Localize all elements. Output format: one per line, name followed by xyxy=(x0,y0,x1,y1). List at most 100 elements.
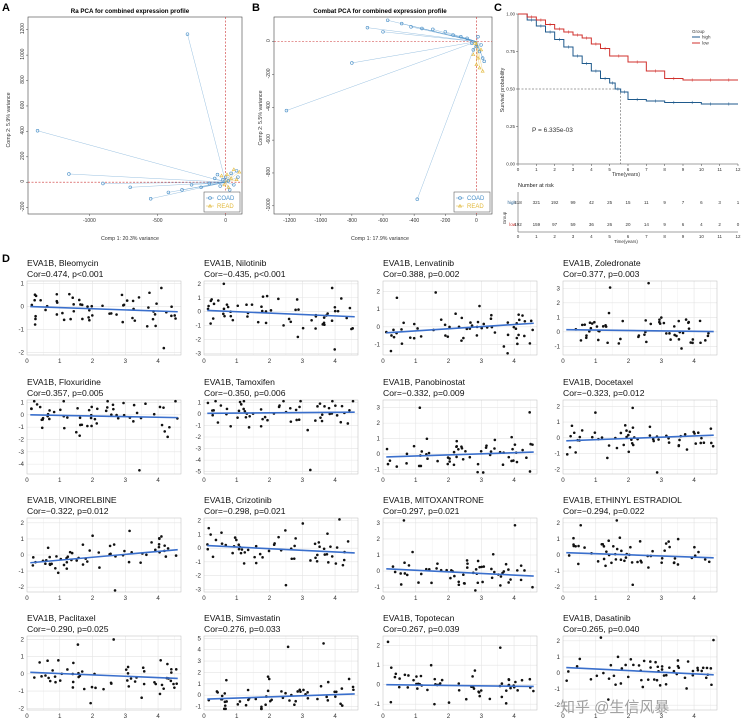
data-point xyxy=(89,701,92,705)
data-point xyxy=(68,550,72,554)
coad-point xyxy=(232,183,236,187)
data-point xyxy=(315,559,319,563)
coad-point xyxy=(399,21,404,26)
y-tick-label: 0 xyxy=(557,329,561,336)
data-point xyxy=(346,540,350,543)
data-point xyxy=(500,682,504,685)
risk-count: 15 xyxy=(625,200,631,205)
data-point xyxy=(54,567,57,570)
data-point xyxy=(319,416,322,419)
data-point xyxy=(419,674,423,678)
pca-raw-xlabel: Comp 1: 20.3% variance xyxy=(101,236,159,242)
data-point xyxy=(340,687,344,690)
data-point xyxy=(684,318,688,321)
data-point xyxy=(579,523,583,527)
data-point xyxy=(589,677,593,681)
x-tick-label: 0 xyxy=(561,477,565,484)
data-point xyxy=(593,320,596,324)
data-point xyxy=(77,675,80,679)
x-tick-label: 3 xyxy=(124,477,128,484)
x-tick-label: 2 xyxy=(447,713,451,720)
data-point xyxy=(248,414,251,418)
drug-plot-title: EVA1B, Bleomycin xyxy=(27,258,99,268)
risk-x-tick: 3 xyxy=(572,234,575,239)
data-point xyxy=(420,450,424,453)
y-tick-label: -4 xyxy=(195,457,201,464)
data-point xyxy=(72,661,75,665)
data-point xyxy=(243,551,247,554)
data-point xyxy=(88,549,91,552)
coad-point xyxy=(229,171,233,176)
data-point xyxy=(340,704,344,707)
spider-line xyxy=(286,41,477,111)
data-point xyxy=(120,293,124,297)
y-tick-label: 1200 xyxy=(20,23,26,34)
data-point xyxy=(160,423,164,427)
risk-x-tick: 6 xyxy=(627,234,630,239)
data-point xyxy=(297,308,300,311)
plot-frame xyxy=(203,517,359,593)
data-point xyxy=(676,563,680,566)
data-point xyxy=(392,328,395,332)
data-point xyxy=(294,408,298,412)
data-point xyxy=(643,333,646,336)
survival-xlabel: Time(years) xyxy=(612,172,640,178)
data-point xyxy=(416,687,419,690)
data-point xyxy=(590,322,594,325)
data-point xyxy=(90,424,93,428)
data-point xyxy=(649,666,652,669)
data-point xyxy=(47,676,50,680)
data-point xyxy=(460,446,464,450)
data-point xyxy=(80,670,84,673)
data-point xyxy=(316,553,319,557)
data-point xyxy=(685,448,689,451)
data-point xyxy=(584,336,588,340)
data-point xyxy=(288,699,291,702)
data-point xyxy=(127,685,131,688)
data-point xyxy=(400,328,403,331)
data-point xyxy=(700,669,703,673)
risk-count: 7 xyxy=(682,200,685,205)
data-point xyxy=(135,411,139,415)
y-tick-label: 2 xyxy=(198,669,202,676)
drug-plot-title: EVA1B, ETHINYL ESTRADIOL xyxy=(563,495,682,505)
risk-x-tick: 1 xyxy=(535,234,538,239)
data-point xyxy=(707,560,711,564)
data-point xyxy=(499,584,502,587)
data-point xyxy=(647,281,650,285)
drug-plot-title: EVA1B, Topotecan xyxy=(383,613,455,623)
read-point xyxy=(224,172,230,176)
data-point xyxy=(284,529,287,532)
y-tick-label: 2 xyxy=(21,636,25,643)
x-tick-label: 0 xyxy=(475,218,478,224)
data-point xyxy=(436,459,439,463)
data-point xyxy=(289,420,293,423)
x-tick-label: 1 xyxy=(414,595,418,602)
data-point xyxy=(133,680,137,683)
data-point xyxy=(264,310,268,313)
data-point xyxy=(683,676,687,680)
data-point xyxy=(531,585,534,589)
data-point xyxy=(628,430,632,434)
x-tick-label: -500 xyxy=(152,218,162,224)
survival-legend-title: Group xyxy=(692,29,705,34)
y-tick-label: 0 xyxy=(266,39,272,42)
data-point xyxy=(72,303,75,306)
x-tick-label: 2 xyxy=(627,358,631,365)
data-point xyxy=(493,570,496,574)
data-point xyxy=(531,443,534,446)
data-point xyxy=(209,533,212,536)
drug-plot-title: EVA1B, VINORELBINE xyxy=(27,495,117,505)
data-point xyxy=(66,668,69,671)
data-point xyxy=(642,659,646,663)
data-point xyxy=(95,422,99,425)
data-point xyxy=(663,549,666,552)
data-point xyxy=(206,307,210,311)
data-point xyxy=(403,673,407,677)
data-point xyxy=(605,550,608,553)
data-point xyxy=(243,409,247,413)
y-tick-label: 0 xyxy=(21,671,25,678)
data-point xyxy=(87,316,90,319)
data-point xyxy=(612,544,615,548)
drug-plot-correlation: Cor=−0.298, p=0.021 xyxy=(204,506,286,516)
